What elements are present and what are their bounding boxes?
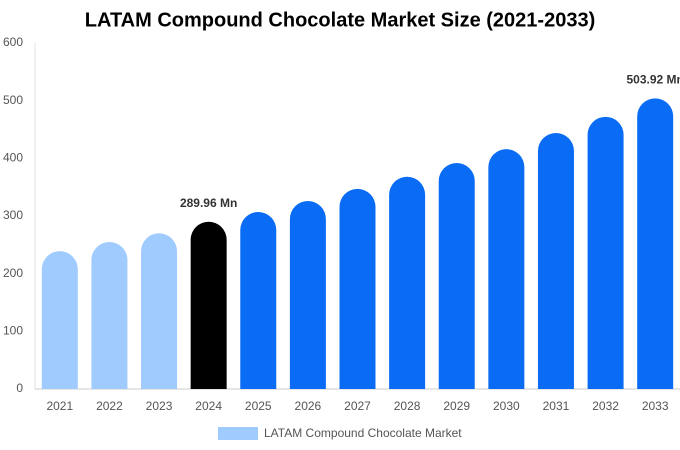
x-tick-label: 2032 xyxy=(592,399,619,413)
y-tick-label: 300 xyxy=(3,208,23,222)
bar xyxy=(91,241,128,389)
value-label: 503.92 Mn xyxy=(627,73,680,87)
value-label: 289.96 Mn xyxy=(180,196,237,210)
y-tick-label: 200 xyxy=(3,266,23,280)
y-tick-label: 100 xyxy=(3,324,23,338)
bar xyxy=(190,221,227,389)
y-tick-label: 0 xyxy=(16,381,23,395)
x-tick-label: 2025 xyxy=(245,399,272,413)
legend-label: LATAM Compound Chocolate Market xyxy=(264,426,462,440)
legend-swatch xyxy=(218,427,258,440)
chart-title: LATAM Compound Chocolate Market Size (20… xyxy=(85,9,595,31)
y-tick-label: 400 xyxy=(3,151,23,165)
x-tick-label: 2024 xyxy=(195,399,222,413)
bar xyxy=(240,211,277,389)
y-tick-label: 500 xyxy=(3,93,23,107)
bar xyxy=(438,162,475,389)
bar xyxy=(41,251,78,389)
y-tick-label: 600 xyxy=(3,35,23,49)
bar xyxy=(587,116,624,389)
bar xyxy=(389,176,426,389)
bar xyxy=(339,188,376,389)
x-tick-label: 2029 xyxy=(443,399,470,413)
x-tick-label: 2026 xyxy=(295,399,322,413)
bar xyxy=(488,149,525,389)
bar xyxy=(289,201,326,389)
x-tick-label: 2021 xyxy=(46,399,73,413)
x-tick-label: 2033 xyxy=(642,399,669,413)
x-tick-label: 2023 xyxy=(146,399,173,413)
bar xyxy=(637,98,674,390)
x-tick-label: 2022 xyxy=(96,399,123,413)
bar xyxy=(537,132,574,389)
x-tick-label: 2027 xyxy=(344,399,371,413)
x-tick-label: 2030 xyxy=(493,399,520,413)
bar xyxy=(141,233,178,389)
x-tick-label: 2028 xyxy=(394,399,421,413)
x-tick-label: 2031 xyxy=(543,399,570,413)
